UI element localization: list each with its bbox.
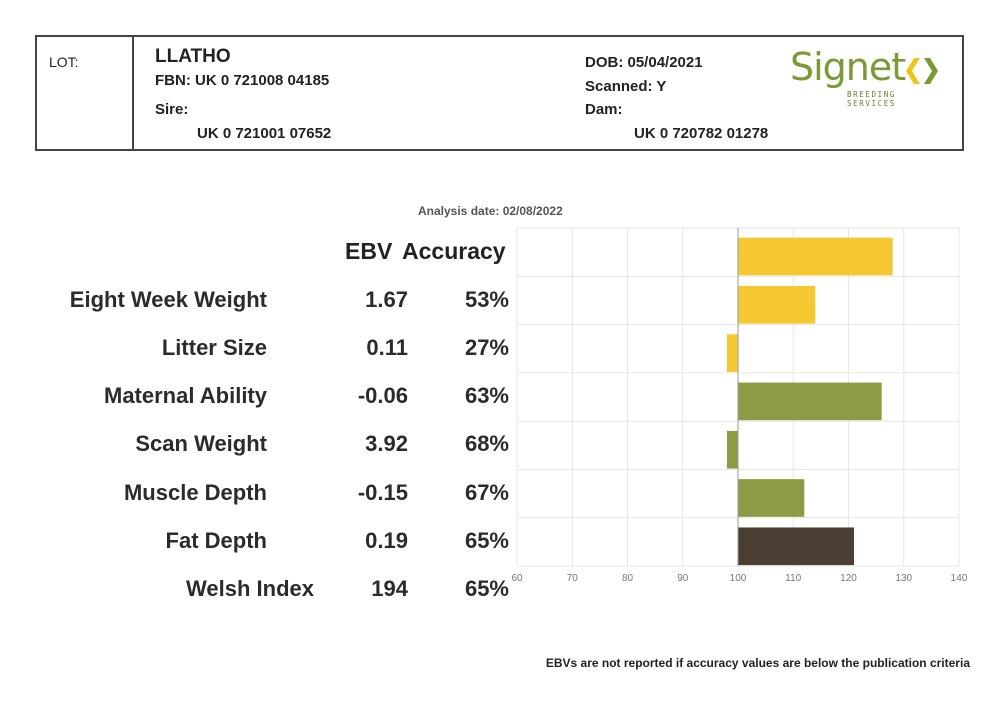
x-tick-label: 80 xyxy=(622,573,634,584)
trait-ebv: 194 xyxy=(371,576,408,601)
trait-accuracy: 65% xyxy=(464,528,509,553)
trait-label: Welsh Index xyxy=(186,576,314,601)
animal-name: LLATHO xyxy=(155,46,231,67)
x-tick-label: 60 xyxy=(511,573,523,584)
dam-label: Dam: xyxy=(585,101,623,118)
scanned-status: Scanned: Y xyxy=(585,78,667,95)
bar xyxy=(738,285,816,324)
trait-accuracy: 68% xyxy=(464,431,509,456)
analysis-date: Analysis date: 02/08/2022 xyxy=(418,204,563,218)
trait-ebv: -0.15 xyxy=(357,480,408,505)
trait-ebv: 0.11 xyxy=(366,335,408,360)
bar xyxy=(738,237,893,276)
trait-row: Fat Depth 0.19 65% xyxy=(0,518,515,566)
trait-accuracy: 65% xyxy=(464,576,509,601)
logo-subtitle: BREEDING SERVICES xyxy=(847,90,896,108)
x-tick-label: 90 xyxy=(677,573,689,584)
trait-accuracy: 53% xyxy=(464,287,509,312)
bar xyxy=(738,382,882,421)
x-tick-label: 120 xyxy=(840,573,857,584)
trait-ebv: 3.92 xyxy=(365,431,408,456)
sire-id: UK 0 721001 07652 xyxy=(197,125,332,142)
signet-logo: Signet BREEDING SERVICES xyxy=(790,45,950,108)
header-divider xyxy=(132,37,134,149)
logo-wordmark: Signet xyxy=(790,45,906,89)
trait-row: Litter Size 0.11 27% xyxy=(0,325,515,373)
trait-accuracy: 67% xyxy=(464,480,509,505)
ebv-column-header: EBV xyxy=(345,238,393,264)
x-tick-label: 100 xyxy=(730,573,747,584)
dam-id: UK 0 720782 01278 xyxy=(634,125,769,142)
footnote: EBVs are not reported if accuracy values… xyxy=(545,656,970,670)
trait-label: Muscle Depth xyxy=(123,480,267,505)
trait-ebv: -0.06 xyxy=(357,383,408,408)
trait-row: Eight Week Weight 1.67 53% xyxy=(0,277,515,325)
trait-label: Eight Week Weight xyxy=(69,287,267,312)
bar xyxy=(738,527,855,566)
logo-chevrons-icon xyxy=(906,58,938,84)
animal-header: LOT: LLATHO FBN: UK 0 721008 04185 Sire:… xyxy=(35,35,964,151)
trait-row: Scan Weight 3.92 68% xyxy=(0,421,515,469)
x-tick-label: 70 xyxy=(567,573,579,584)
trait-label: Fat Depth xyxy=(165,528,267,553)
bar xyxy=(726,334,738,372)
x-tick-label: 140 xyxy=(951,573,968,584)
trait-accuracy: 63% xyxy=(464,383,509,408)
trait-ebv: 1.67 xyxy=(365,287,408,312)
x-tick-label: 110 xyxy=(785,573,801,584)
trait-row: Muscle Depth -0.15 67% xyxy=(0,470,515,518)
trait-accuracy: 27% xyxy=(464,335,509,360)
trait-label: Scan Weight xyxy=(135,431,267,456)
trait-row: Maternal Ability -0.06 63% xyxy=(0,373,515,421)
trait-ebv: 0.19 xyxy=(365,528,408,553)
lot-label: LOT: xyxy=(49,54,79,70)
trait-row: Welsh Index 194 65% xyxy=(0,566,515,614)
accuracy-column-header: Accuracy xyxy=(402,238,506,264)
sire-label: Sire: xyxy=(155,101,189,118)
bar xyxy=(726,430,738,469)
trait-label: Maternal Ability xyxy=(104,383,267,408)
date-of-birth: DOB: 05/04/2021 xyxy=(585,54,703,71)
fbn-id: FBN: UK 0 721008 04185 xyxy=(155,72,330,89)
trait-label: Litter Size xyxy=(161,335,267,360)
bar xyxy=(738,479,805,517)
x-tick-label: 130 xyxy=(895,573,912,584)
